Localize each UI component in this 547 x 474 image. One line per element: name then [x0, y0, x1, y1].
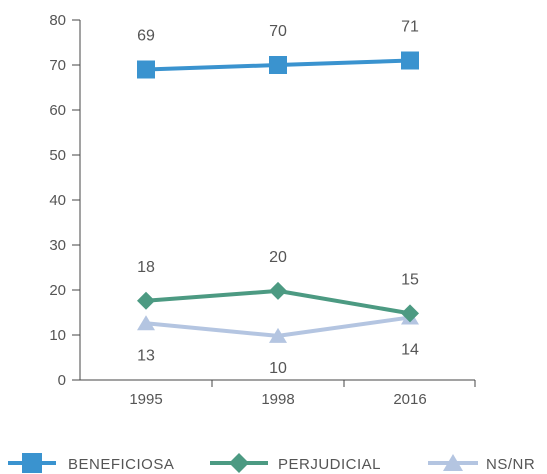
- data-point: [269, 327, 287, 343]
- legend-label: BENEFICIOSA: [68, 456, 174, 473]
- data-label: 18: [137, 259, 155, 276]
- data-point: [269, 56, 287, 74]
- legend-swatch-marker: [443, 454, 463, 471]
- x-tick-label: 2016: [393, 391, 426, 408]
- data-label: 70: [269, 23, 287, 40]
- x-axis-ticks: 1995 1998 2016: [129, 380, 476, 408]
- legend: BENEFICIOSA PERJUDICIAL NS/NR: [8, 453, 535, 473]
- legend-label: PERJUDICIAL: [278, 456, 381, 473]
- x-tick-label: 1998: [261, 391, 294, 408]
- series-layer: [137, 51, 419, 343]
- data-label: 10: [269, 360, 287, 377]
- legend-item: NS/NR: [428, 454, 535, 473]
- x-tick-label: 1995: [129, 391, 162, 408]
- data-label: 20: [269, 249, 287, 266]
- y-tick-label: 50: [49, 147, 66, 164]
- data-point: [137, 291, 155, 310]
- y-tick-label: 20: [49, 282, 66, 299]
- y-tick-label: 60: [49, 102, 66, 119]
- y-tick-label: 0: [58, 372, 66, 389]
- y-tick-label: 40: [49, 192, 66, 209]
- y-tick-label: 10: [49, 327, 66, 344]
- data-point: [401, 304, 419, 323]
- legend-label: NS/NR: [486, 456, 535, 473]
- data-label: 71: [401, 19, 419, 36]
- y-tick-label: 70: [49, 57, 66, 74]
- legend-item: PERJUDICIAL: [210, 453, 381, 473]
- legend-item: BENEFICIOSA: [8, 453, 174, 473]
- legend-swatch-marker: [22, 453, 42, 473]
- y-tick-label: 80: [49, 12, 66, 29]
- data-labels: 69 70 71 18 20 15 13 10 14: [137, 19, 419, 377]
- legend-swatch-marker: [229, 453, 249, 473]
- data-label: 69: [137, 28, 155, 45]
- y-axis-ticks: 0 10 20 30 40 50 60 70 80: [49, 12, 80, 389]
- data-label: 14: [401, 341, 419, 358]
- data-point: [269, 281, 287, 300]
- data-label: 13: [137, 347, 155, 364]
- data-label: 15: [401, 271, 419, 288]
- y-tick-label: 30: [49, 237, 66, 254]
- data-point: [137, 315, 155, 331]
- data-point: [401, 51, 419, 70]
- data-point: [137, 60, 155, 79]
